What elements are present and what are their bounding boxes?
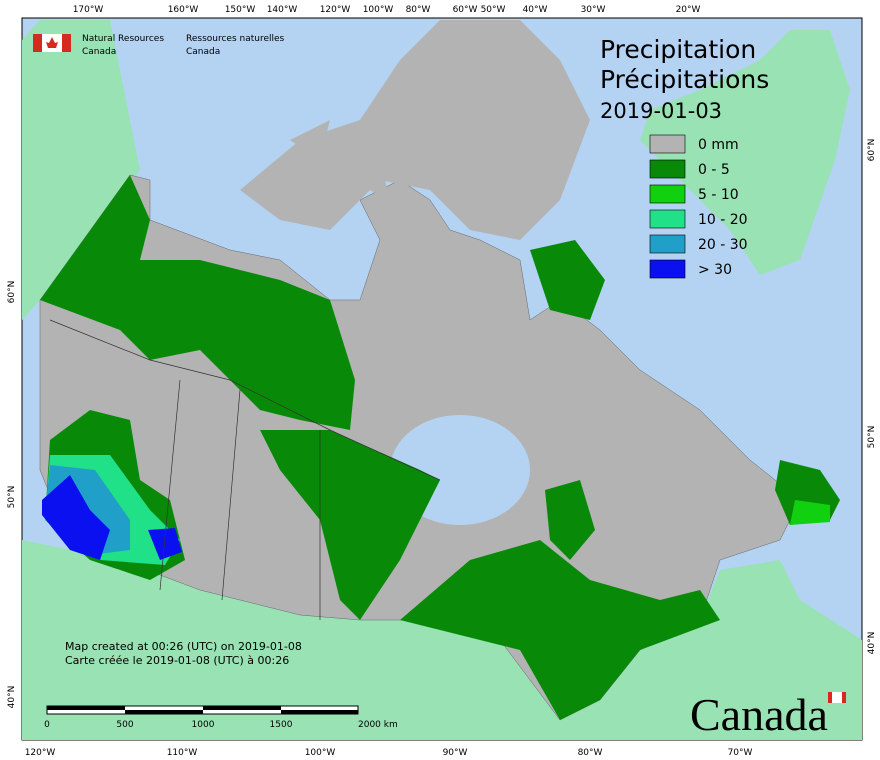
precip-nl-light: [790, 500, 830, 525]
agency-en: Natural Resources: [82, 34, 164, 44]
lon-label: 60°W: [453, 5, 478, 15]
lon-label: 50°W: [481, 5, 506, 15]
scale-bar: [46, 705, 359, 715]
scale-seg: [47, 706, 125, 710]
scale-label: 1000: [192, 720, 215, 730]
legend-label: 10 - 20: [698, 212, 748, 228]
boundaries: [49, 319, 441, 620]
lon-label: 110°W: [167, 748, 198, 758]
usa: [22, 540, 862, 740]
agency-fr-2: Canada: [186, 47, 220, 57]
legend-label: 0 - 5: [698, 162, 730, 178]
legend-swatch: [649, 209, 686, 229]
legend-label: 5 - 10: [698, 187, 739, 203]
scale-seg: [281, 710, 358, 714]
lon-label: 20°W: [676, 5, 701, 15]
precip-quebec: [530, 240, 605, 560]
alaska: [22, 20, 140, 320]
lon-label: 160°W: [168, 5, 199, 15]
precip-prairies: [260, 430, 440, 620]
note-en: Map created at 00:26 (UTC) on 2019-01-08: [65, 640, 302, 653]
agency-en-2: Canada: [82, 47, 116, 57]
precip-east: [400, 540, 720, 720]
lat-label: 50°N: [7, 486, 17, 509]
lon-label: 40°W: [523, 5, 548, 15]
arctic-islands-small: [290, 120, 390, 200]
legend-swatch: [649, 134, 686, 154]
scale-label: 2000 km: [358, 720, 398, 730]
lat-label: 40°N: [7, 686, 17, 709]
scale-seg: [203, 706, 281, 710]
flag-right: [62, 34, 71, 52]
lon-label: 100°W: [363, 5, 394, 15]
scale-seg: [125, 710, 203, 714]
scale-label: 0: [44, 720, 50, 730]
legend-swatch: [649, 259, 686, 279]
lon-label: 150°W: [225, 5, 256, 15]
scale-label: 1500: [270, 720, 293, 730]
lon-label: 90°W: [443, 748, 468, 758]
legend-swatch: [649, 159, 686, 179]
lon-label: 120°W: [320, 5, 351, 15]
greenland: [640, 30, 850, 275]
lat-label: 60°N: [867, 139, 877, 162]
lat-label: 60°N: [7, 281, 17, 304]
legend-swatch: [649, 184, 686, 204]
scale-label: 500: [116, 720, 133, 730]
lat-label: 40°N: [867, 632, 877, 655]
lon-label: 140°W: [267, 5, 298, 15]
wordmark-flag-center: [832, 692, 842, 703]
lon-label: 70°W: [728, 748, 753, 758]
legend-label: 20 - 30: [698, 237, 748, 253]
lon-label: 170°W: [73, 5, 104, 15]
lon-label: 100°W: [305, 748, 336, 758]
title-en: Precipitation: [600, 35, 756, 64]
lon-label: 30°W: [581, 5, 606, 15]
lat-label: 50°N: [867, 426, 877, 449]
legend-swatch: [649, 234, 686, 254]
agency-fr: Ressources naturelles: [186, 34, 285, 44]
wordmark: Canada: [690, 689, 828, 740]
note-fr: Carte créée le 2019-01-08 (UTC) à 00:26: [65, 654, 289, 667]
maple-leaf: [46, 37, 58, 48]
title-fr: Précipitations: [600, 65, 769, 94]
lon-label: 120°W: [25, 748, 56, 758]
lon-label: 80°W: [578, 748, 603, 758]
legend-label: > 30: [698, 262, 732, 278]
precip-northwest: [40, 175, 355, 430]
legend-label: 0 mm: [698, 137, 739, 153]
lon-label: 80°W: [406, 5, 431, 15]
arctic-islands: [240, 20, 590, 240]
date: 2019-01-03: [600, 99, 722, 123]
flag-left: [33, 34, 42, 52]
precip-bc-30: [42, 475, 182, 560]
